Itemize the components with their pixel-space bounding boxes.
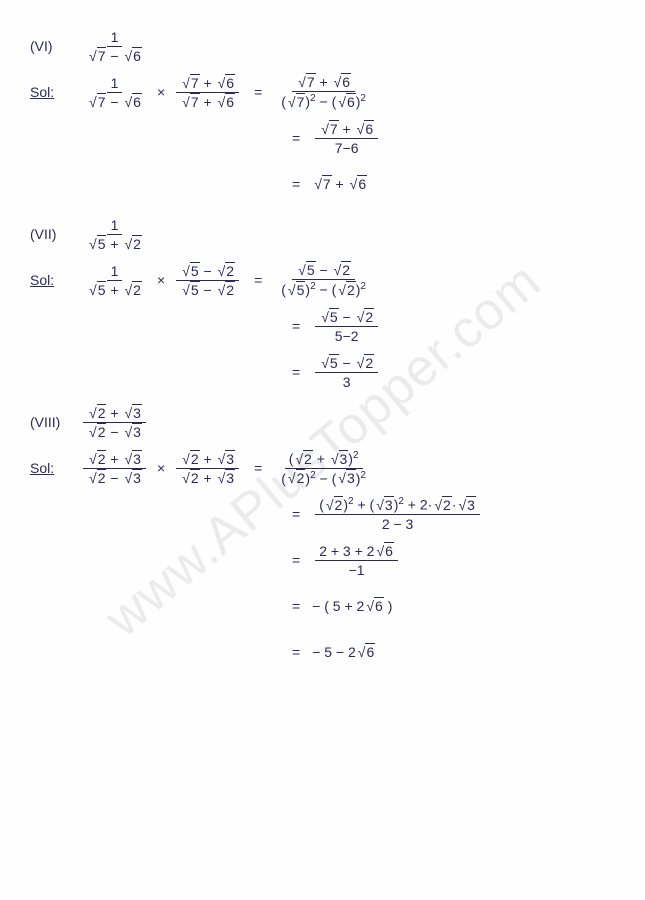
frac-den: 5 − 2 — [176, 281, 239, 298]
frac-num: (2)2 + (3)2 + 2·2·3 — [315, 496, 480, 515]
frac-den: 3 — [339, 373, 355, 390]
frac-den: (7)2 − (6)2 — [277, 92, 370, 110]
frac-num: 5 − 2 — [176, 263, 239, 281]
problem-7-given: 1 5 + 2 — [83, 217, 146, 252]
times-sign: × — [157, 84, 165, 100]
math-content: (VI) 1 7 − 6 Sol: 1 7 − 6 × 7 + 6 7 + 6 … — [30, 26, 615, 672]
conjugate-frac: 5 − 2 5 − 2 — [176, 263, 239, 298]
problem-6-label: (VI) — [30, 38, 80, 54]
equals-sign: = — [292, 506, 300, 522]
equals-sign: = — [292, 598, 300, 614]
result-frac: 5 − 2 5−2 — [315, 309, 378, 344]
result-frac: (2 + 3)2 (2)2 − (3)2 — [277, 450, 370, 486]
result-frac: (2)2 + (3)2 + 2·2·3 2 − 3 — [315, 496, 480, 532]
frac-num: 1 — [107, 263, 123, 281]
frac-den: 5 + 2 — [83, 281, 146, 298]
times-sign: × — [157, 272, 165, 288]
step-frac: 1 5 + 2 — [83, 263, 146, 298]
frac-num: 5 − 2 — [315, 309, 378, 327]
frac-den: 7 + 6 — [176, 93, 239, 110]
frac-num: 7 + 6 — [292, 74, 355, 92]
frac-den: 5 + 2 — [83, 235, 146, 252]
sol-label: Sol: — [30, 84, 80, 100]
result-frac: 5 − 2 (5)2 − (2)2 — [277, 262, 370, 298]
frac-num: 2 + 3 — [83, 405, 146, 423]
frac-num: 5 − 2 — [315, 355, 378, 373]
frac-den: 5−2 — [331, 327, 363, 344]
final-result: − 5 − 26 — [312, 644, 375, 660]
frac-den: 7 − 6 — [83, 93, 146, 110]
equals-sign: = — [254, 84, 262, 100]
times-sign: × — [157, 460, 165, 476]
frac-num: 1 — [107, 75, 123, 93]
equals-sign: = — [292, 130, 300, 146]
problem-6: (VI) 1 7 − 6 Sol: 1 7 − 6 × 7 + 6 7 + 6 … — [30, 26, 615, 204]
frac-den: 2 − 3 — [378, 515, 418, 532]
result-frac: 2 + 3 + 26 −1 — [315, 543, 398, 578]
sol-label: Sol: — [30, 272, 80, 288]
problem-6-given: 1 7 − 6 — [83, 29, 146, 64]
step-frac: 2 + 3 2 − 3 — [83, 451, 146, 486]
equals-sign: = — [292, 176, 300, 192]
frac-den: 2 − 3 — [83, 469, 146, 486]
frac-num: (2 + 3)2 — [285, 450, 363, 469]
problem-7-label: (VII) — [30, 226, 80, 242]
final-result: 5 − 2 3 — [315, 355, 378, 390]
frac-num: 2 + 3 + 26 — [315, 543, 398, 561]
problem-8-given: 2 + 3 2 − 3 — [83, 405, 146, 440]
frac-num: 1 — [107, 29, 123, 47]
frac-den: −1 — [345, 561, 369, 578]
frac-den: 2 − 3 — [83, 423, 146, 440]
equals-sign: = — [292, 552, 300, 568]
frac-den: 7−6 — [331, 139, 363, 156]
equals-sign: = — [292, 364, 300, 380]
sol-label: Sol: — [30, 460, 80, 476]
frac-num: 1 — [107, 217, 123, 235]
frac-den: (2)2 − (3)2 — [277, 469, 370, 487]
conjugate-frac: 2 + 3 2 + 3 — [176, 451, 239, 486]
frac-den: 7 − 6 — [83, 47, 146, 64]
problem-7: (VII) 1 5 + 2 Sol: 1 5 + 2 × 5 − 2 5 − 2… — [30, 214, 615, 392]
problem-8-label: (VIII) — [30, 414, 80, 430]
conjugate-frac: 7 + 6 7 + 6 — [176, 75, 239, 110]
step-frac: 1 7 − 6 — [83, 75, 146, 110]
problem-8: (VIII) 2 + 3 2 − 3 Sol: 2 + 3 2 − 3 × 2 … — [30, 402, 615, 672]
result-frac: 7 + 6 7−6 — [315, 121, 378, 156]
result-frac: 7 + 6 (7)2 − (6)2 — [277, 74, 370, 110]
result-text: − ( 5 + 26 ) — [312, 598, 392, 614]
equals-sign: = — [254, 272, 262, 288]
equals-sign: = — [254, 460, 262, 476]
frac-den: 2 + 3 — [176, 469, 239, 486]
frac-num: 2 + 3 — [176, 451, 239, 469]
frac-den: (5)2 − (2)2 — [277, 280, 370, 298]
equals-sign: = — [292, 318, 300, 334]
frac-num: 7 + 6 — [315, 121, 378, 139]
frac-num: 7 + 6 — [176, 75, 239, 93]
frac-num: 2 + 3 — [83, 451, 146, 469]
frac-num: 5 − 2 — [292, 262, 355, 280]
final-result: 7 + 6 — [312, 176, 367, 192]
equals-sign: = — [292, 644, 300, 660]
